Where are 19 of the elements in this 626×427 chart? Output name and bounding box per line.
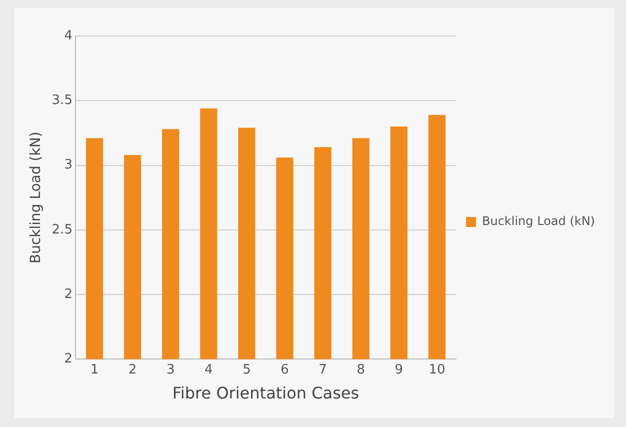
- x-tick-label: 6: [280, 362, 289, 378]
- x-tick-label: 9: [394, 362, 404, 378]
- y-axis-title: Buckling Load (kN): [28, 132, 44, 264]
- x-tick-label: 3: [166, 362, 175, 378]
- x-tick-label: 10: [428, 362, 446, 378]
- y-tick-label: 3: [64, 158, 72, 173]
- x-tick-label: 1: [90, 362, 99, 378]
- y-tick-label: 2: [64, 352, 72, 367]
- x-tick-label: 7: [318, 362, 327, 378]
- x-tick-label: 2: [128, 362, 137, 378]
- y-tick-label: 2.5: [52, 222, 72, 238]
- y-tick-label: 3.5: [52, 93, 72, 108]
- x-tick-label: 5: [242, 362, 251, 378]
- y-tick-label: 4: [64, 28, 72, 44]
- x-tick-label: 8: [356, 362, 366, 378]
- x-axis-title: Fibre Orientation Cases: [172, 384, 360, 403]
- y-tick-label: 2: [64, 286, 72, 302]
- legend-label: Buckling Load (kN): [482, 214, 595, 228]
- x-tick-label: 4: [204, 362, 213, 378]
